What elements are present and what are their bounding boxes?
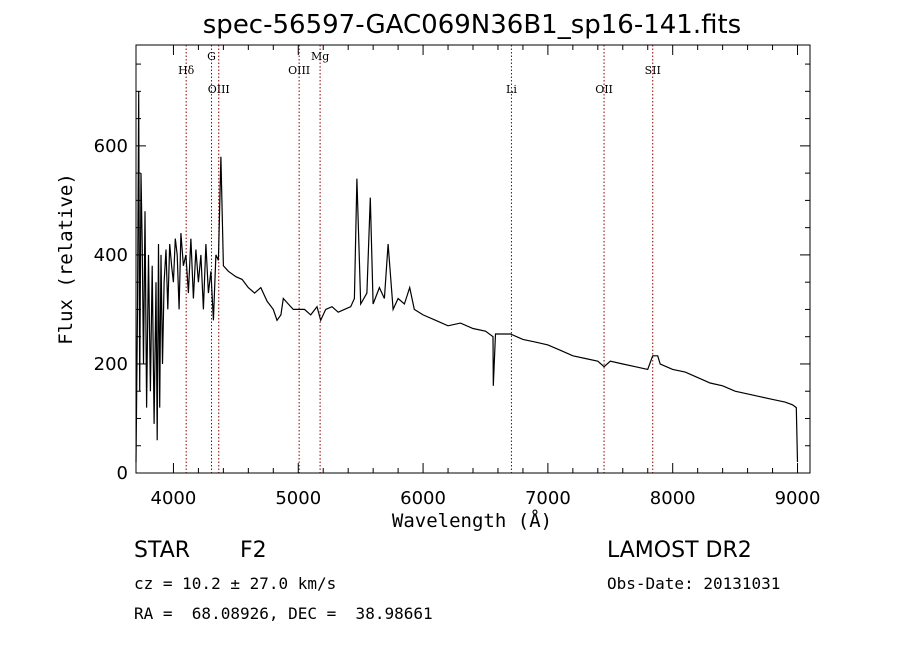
x-axis-ticks: 4000 5000 6000 7000 8000 9000 [151,45,821,509]
line-marker-label: SII [645,64,661,77]
line-marker-label: G [207,50,216,63]
x-tick-label: 4000 [151,488,197,509]
x-tick-label: 9000 [775,488,821,509]
line-marker-label: Li [506,83,517,96]
y-tick-label: 600 [94,136,128,157]
x-axis-label: Wavelength (Å) [392,509,552,532]
redshift-info: cz = 10.2 ± 27.0 km/s [134,574,337,593]
object-class: STAR [134,538,191,563]
spectrum-series-line [135,91,799,463]
line-marker-label: OII [595,83,613,96]
x-tick-label: 5000 [275,488,321,509]
x-tick-label: 8000 [650,488,696,509]
y-tick-label: 400 [94,245,128,266]
line-marker-label: OIII [208,83,230,96]
spectral-line-markers [185,45,654,473]
coordinates: RA = 68.08926, DEC = 38.98661 [134,604,433,623]
y-axis-ticks: 0 200 400 600 [94,63,810,484]
line-marker-label: OIII [288,64,310,77]
line-marker-label: Mg [311,50,329,63]
x-tick-label: 7000 [525,488,571,509]
line-marker-label: Hδ [178,64,195,77]
obs-date: Obs-Date: 20131031 [607,574,781,593]
y-axis-label: Flux (relative) [55,173,77,345]
y-tick-label: 0 [117,463,128,484]
plot-frame [135,44,811,474]
spectral-subclass: F2 [240,538,267,563]
y-tick-label: 200 [94,354,128,375]
survey-name: LAMOST DR2 [607,538,752,563]
chart-title: spec-56597-GAC069N36B1_sp16-141.fits [203,10,741,40]
x-tick-label: 6000 [400,488,446,509]
